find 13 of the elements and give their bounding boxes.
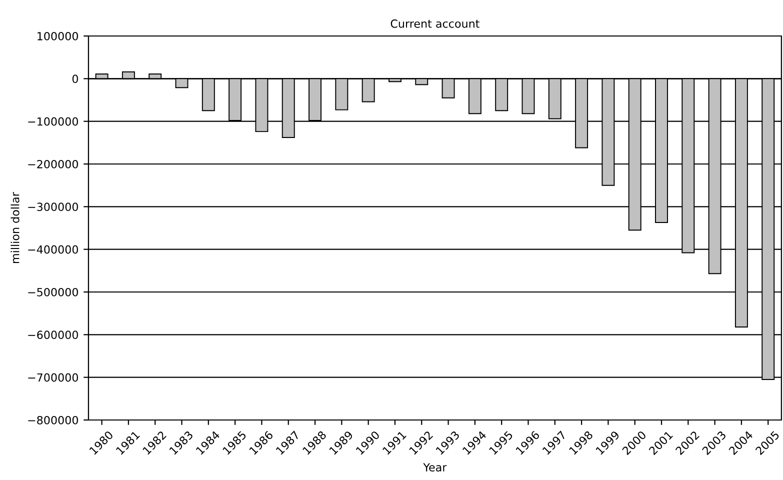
x-axis-title: Year	[423, 463, 447, 472]
y-tick-label: −600000	[28, 330, 78, 340]
y-tick-label: −800000	[28, 416, 78, 424]
y-tick-label: −100000	[28, 117, 78, 126]
y-axis-title: million dollar	[10, 192, 20, 263]
y-tick-label: −200000	[28, 160, 78, 168]
y-tick-label: −500000	[28, 288, 78, 296]
y-tick-label: 0	[72, 74, 78, 84]
y-tick-label: 100000	[38, 32, 78, 40]
chart-title: Current account	[390, 19, 480, 28]
y-tick-label: −400000	[28, 245, 78, 254]
y-tick-label: −300000	[28, 202, 78, 212]
y-tick-label: −700000	[28, 373, 78, 382]
